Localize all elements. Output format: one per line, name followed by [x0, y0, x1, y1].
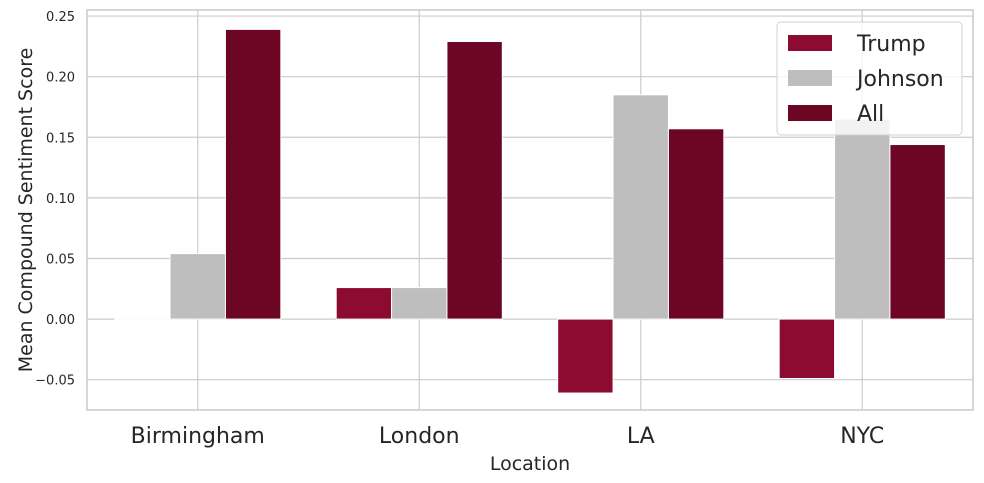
bar-all-birmingham [224, 28, 282, 320]
bars [114, 28, 946, 394]
bar-trump-nyc [778, 318, 836, 379]
x-tick-label: London [379, 424, 460, 449]
y-tick-label: 0.05 [46, 252, 75, 267]
y-axis-ticks: −0.05 0.00 0.05 0.10 0.15 0.20 0.25 [35, 10, 75, 389]
y-tick-label: −0.05 [35, 374, 75, 389]
legend-swatch-trump [788, 35, 832, 51]
bar-trump-london [335, 287, 393, 320]
plot-frame [86, 9, 974, 411]
y-tick-label: 0.20 [46, 71, 75, 86]
x-tick-label: NYC [840, 424, 884, 449]
legend-swatch-johnson [788, 70, 832, 86]
x-tick-label: LA [627, 424, 655, 449]
bar-all-la [667, 128, 725, 320]
y-tick-label: 0.25 [46, 10, 75, 25]
bar-all-nyc [889, 144, 946, 320]
legend-label-trump: Trump [856, 32, 926, 57]
bar-johnson-london [391, 287, 448, 320]
y-tick-label: 0.00 [46, 313, 75, 328]
bar-all-london [446, 41, 503, 320]
legend-label-johnson: Johnson [855, 67, 944, 92]
x-axis-ticks: Birmingham London LA NYC [131, 424, 885, 449]
y-tick-label: 0.10 [46, 192, 75, 207]
plot-border [86, 9, 974, 411]
y-axis-title: Mean Compound Sentiment Score [15, 48, 37, 373]
x-tick-label: Birmingham [131, 424, 265, 449]
bar-trump-la [557, 318, 614, 394]
bar-johnson-la [612, 94, 669, 320]
legend-swatch-all [788, 105, 832, 121]
y-tick-label: 0.15 [46, 131, 75, 146]
legend-label-all: All [857, 102, 884, 127]
bar-trump-birmingham [114, 318, 171, 321]
legend: Trump Johnson All [776, 21, 963, 136]
x-axis-title: Location [490, 453, 570, 475]
bar-johnson-nyc [834, 118, 891, 320]
bar-johnson-birmingham [169, 253, 226, 320]
